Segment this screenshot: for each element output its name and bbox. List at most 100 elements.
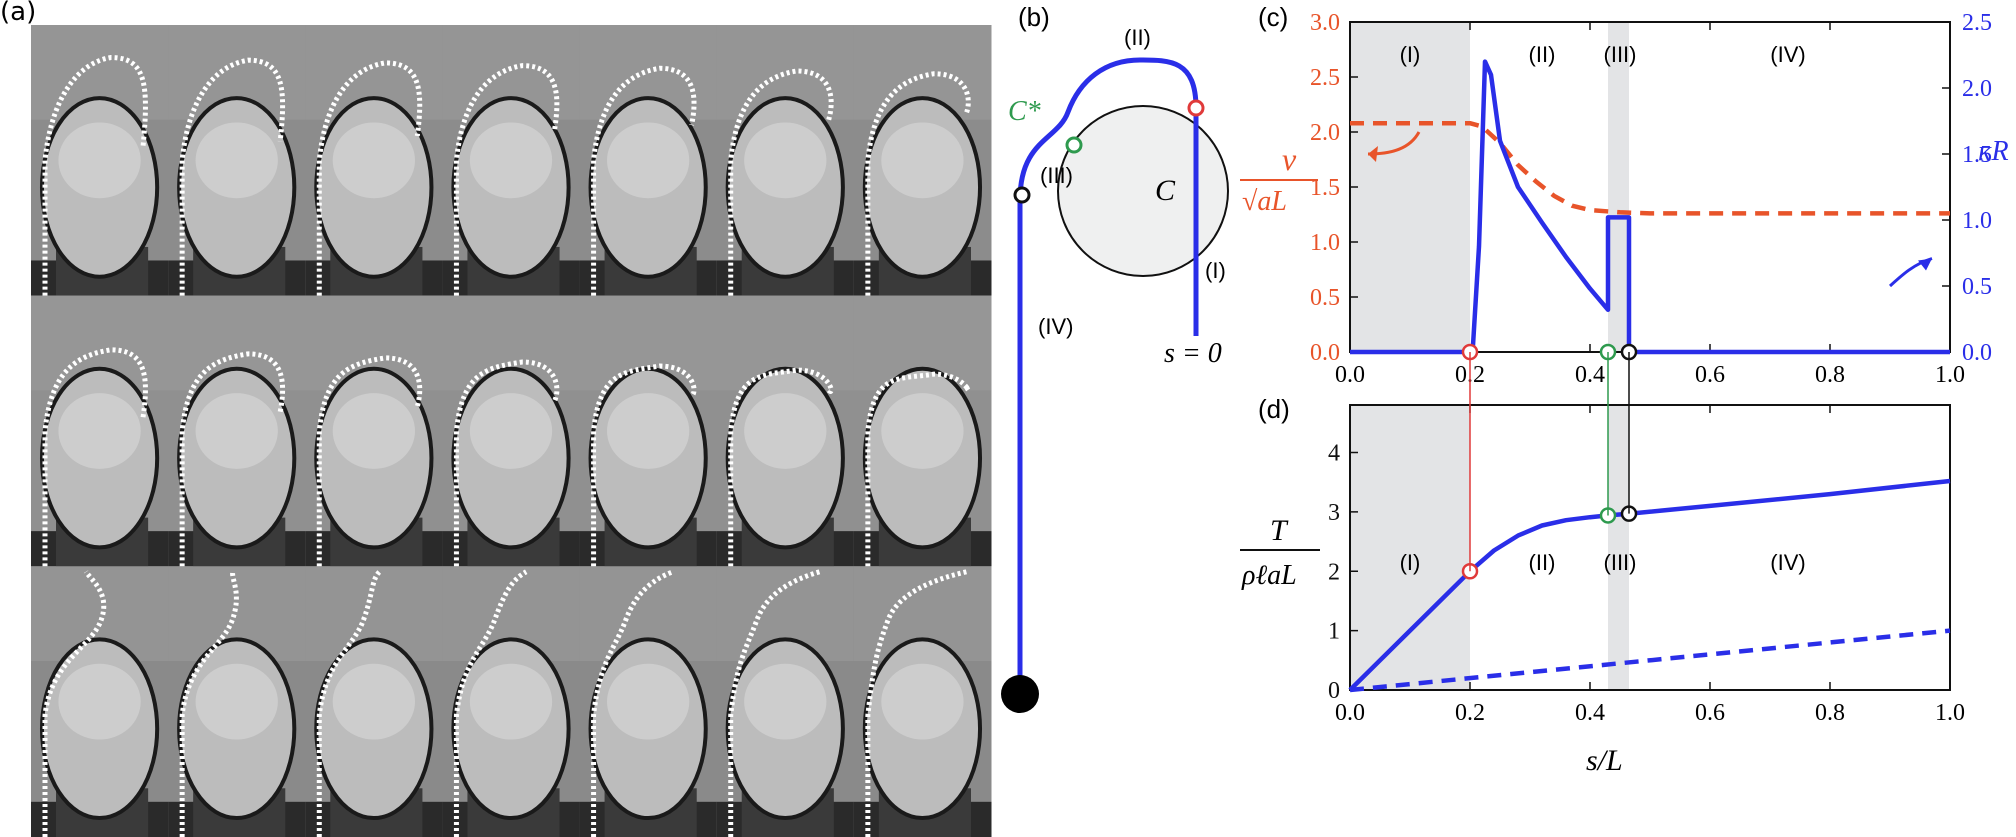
tension-chart: 0.0 0.2 0.4 0.6 0.8 1.0 0 1 2 3 4 (I) (II) (III) (IV) (1328, 352, 1965, 726)
region-label-i: (I) (1205, 258, 1226, 283)
point-c-label: C (1155, 174, 1176, 207)
shaded-region (1350, 405, 1470, 690)
chain-dotted-trace (591, 569, 674, 837)
photo-cylinder-highlight (195, 393, 278, 469)
photo-cell (168, 295, 306, 567)
origin-label: s = 0 (1164, 338, 1222, 369)
photo-cylinder-highlight (58, 122, 141, 199)
photo-grid (31, 25, 992, 837)
photo-cylinder-highlight (744, 122, 827, 199)
photo-cylinder-highlight (195, 122, 278, 199)
chain-dotted-trace (179, 57, 286, 296)
photo-grid-panel: (a) (0, 0, 992, 837)
region-label: (II) (1529, 550, 1556, 575)
photo-cell (716, 295, 855, 567)
y-tick-label: 1.0 (1310, 230, 1340, 256)
y-tick-label: 2 (1328, 559, 1340, 585)
photo-cylinder-highlight (881, 393, 964, 469)
d-y-axis-den: ρℓaL (1241, 560, 1297, 591)
shaded-region (1608, 22, 1629, 352)
region-label: (IV) (1770, 550, 1805, 575)
marker-liftoff (1013, 186, 1031, 204)
x-tick-label: 0.0 (1335, 362, 1365, 388)
chain-dotted-trace (453, 359, 560, 567)
x-tick-label: 0.8 (1815, 700, 1845, 726)
photo-cylinder-highlight (469, 663, 553, 740)
plot-frame (1349, 404, 1951, 691)
panel-d-label: (d) (1258, 394, 1290, 424)
y2-tick-label: 1.0 (1962, 208, 1992, 234)
region-label: (I) (1400, 42, 1421, 67)
plots-panel: (c) (d) 0.0 0.2 0.4 0.6 0.8 1.00.00.51.01.52.… (1240, 2, 2009, 777)
photo-cylinder-highlight (332, 393, 415, 469)
photo-cell (853, 566, 992, 837)
y2-tick-label: 1.5 (1962, 142, 1992, 168)
photo-cell (716, 566, 855, 837)
marker-cstar (1065, 136, 1083, 154)
region-label: (III) (1604, 42, 1637, 67)
photo-cylinder-highlight (469, 122, 553, 199)
photo-cell (168, 25, 306, 296)
y2-tick-label: 2.0 (1962, 76, 1992, 102)
photo-cell (442, 25, 581, 296)
region-label-ii: (II) (1124, 25, 1151, 50)
photo-cell (442, 566, 581, 837)
y-tick-label: 0.5 (1310, 285, 1340, 311)
x-tick-label: 0.4 (1575, 700, 1605, 726)
photo-cylinder-highlight (607, 393, 690, 469)
region-label-iv: (IV) (1038, 314, 1073, 339)
chain-dotted-trace (42, 570, 107, 837)
end-weight (1001, 675, 1039, 713)
photo-cylinder-highlight (881, 122, 964, 199)
x-tick-label: 0.6 (1695, 700, 1725, 726)
y2-tick-label: 0.0 (1962, 340, 1992, 366)
photo-cell (31, 295, 169, 567)
photo-cell (853, 295, 992, 567)
chain-dotted-trace (179, 571, 239, 837)
dashed-series-line (1349, 628, 1951, 693)
schematic-panel: (b) (II) (III) (IV) (I) C C* s = 0 (1001, 2, 1229, 713)
photo-cylinder-highlight (607, 663, 690, 740)
y-tick-label: 1 (1328, 619, 1340, 645)
y-tick-label: 2.0 (1310, 120, 1340, 146)
photo-cell (305, 295, 443, 567)
x-tick-label: 0.6 (1695, 362, 1725, 388)
photo-row (31, 25, 992, 296)
photo-cell (579, 25, 718, 296)
chain-dotted-trace (865, 569, 968, 837)
photo-cylinder-highlight (744, 663, 827, 740)
chain-dotted-trace (728, 569, 821, 837)
d-x-axis-label: s/L (1586, 744, 1623, 777)
y-tick-label: 4 (1328, 441, 1340, 467)
chain-dotted-trace (42, 54, 148, 296)
solid-series-line (1348, 478, 1951, 692)
x-tick-label: 0.2 (1455, 700, 1485, 726)
c-left-axis-num: v (1282, 141, 1297, 177)
chain-dotted-trace (728, 367, 834, 567)
chain-dotted-trace (865, 371, 971, 567)
photo-cylinder-highlight (607, 122, 690, 199)
photo-cylinder-highlight (332, 663, 415, 740)
blue-arrowhead (1918, 258, 1932, 271)
dashed-series-line (1350, 120, 1950, 216)
point-cstar-label: C* (1008, 96, 1041, 127)
photo-cylinder-highlight (58, 663, 141, 740)
chain-dotted-trace (42, 347, 148, 567)
chain-dotted-trace (591, 65, 697, 296)
solid-series-line (1350, 59, 1950, 355)
x-tick-label: 0.0 (1335, 700, 1365, 726)
shaded-region (1608, 405, 1629, 690)
y2-tick-label: 2.5 (1962, 10, 1992, 36)
panel-a-label: (a) (0, 0, 36, 27)
chain-dotted-trace (316, 355, 423, 567)
photo-cylinder-highlight (332, 122, 415, 199)
chain-dotted-trace (728, 68, 834, 296)
photo-cell (853, 25, 992, 296)
y-tick-label: 3.0 (1310, 10, 1340, 36)
velocity-curvature-chart: 0.0 0.2 0.4 0.6 0.8 1.00.00.51.01.52.02.53.00… (1310, 10, 1992, 388)
photo-cell (579, 295, 718, 567)
y-tick-label: 1.5 (1310, 175, 1340, 201)
shaded-region (1350, 22, 1470, 352)
orange-arrowhead (1368, 146, 1378, 162)
photo-cylinder-highlight (58, 393, 141, 469)
